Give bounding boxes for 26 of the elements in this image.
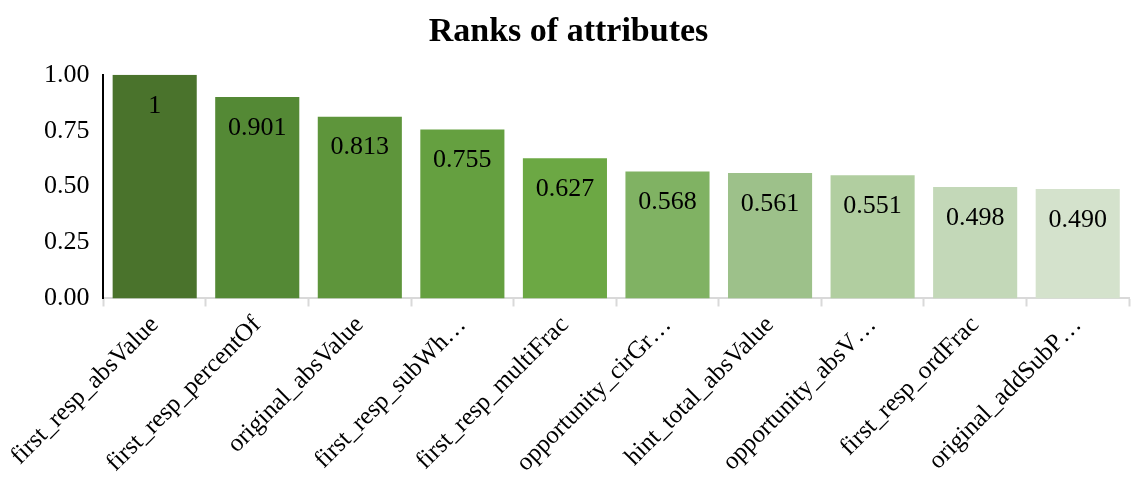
bar (933, 187, 1018, 299)
data-label: 0.490 (1048, 203, 1107, 233)
bar (112, 74, 197, 299)
chart-title: Ranks of attributes (428, 11, 709, 49)
data-label: 0.561 (740, 187, 800, 217)
data-label: 1 (148, 89, 162, 119)
y-tick-label: 1.00 (43, 58, 90, 88)
data-label: 0.551 (843, 190, 902, 220)
data-label: 0.627 (535, 173, 595, 203)
bar (522, 158, 607, 299)
data-label: 0.755 (433, 144, 492, 174)
data-label: 0.901 (228, 111, 287, 141)
data-label: 0.813 (330, 131, 390, 161)
bar (830, 175, 915, 299)
data-label: 0.568 (638, 186, 697, 216)
bar (420, 129, 505, 299)
bar (215, 96, 300, 299)
y-tick-label: 0.00 (43, 282, 90, 312)
data-label: 0.498 (945, 201, 1005, 231)
y-tick-label: 0.50 (43, 170, 90, 200)
bar (1035, 188, 1120, 299)
y-tick-label: 0.25 (43, 226, 90, 256)
bar (728, 173, 813, 299)
bar (625, 171, 710, 299)
y-tick-label: 0.75 (43, 114, 90, 144)
bar (317, 116, 402, 299)
